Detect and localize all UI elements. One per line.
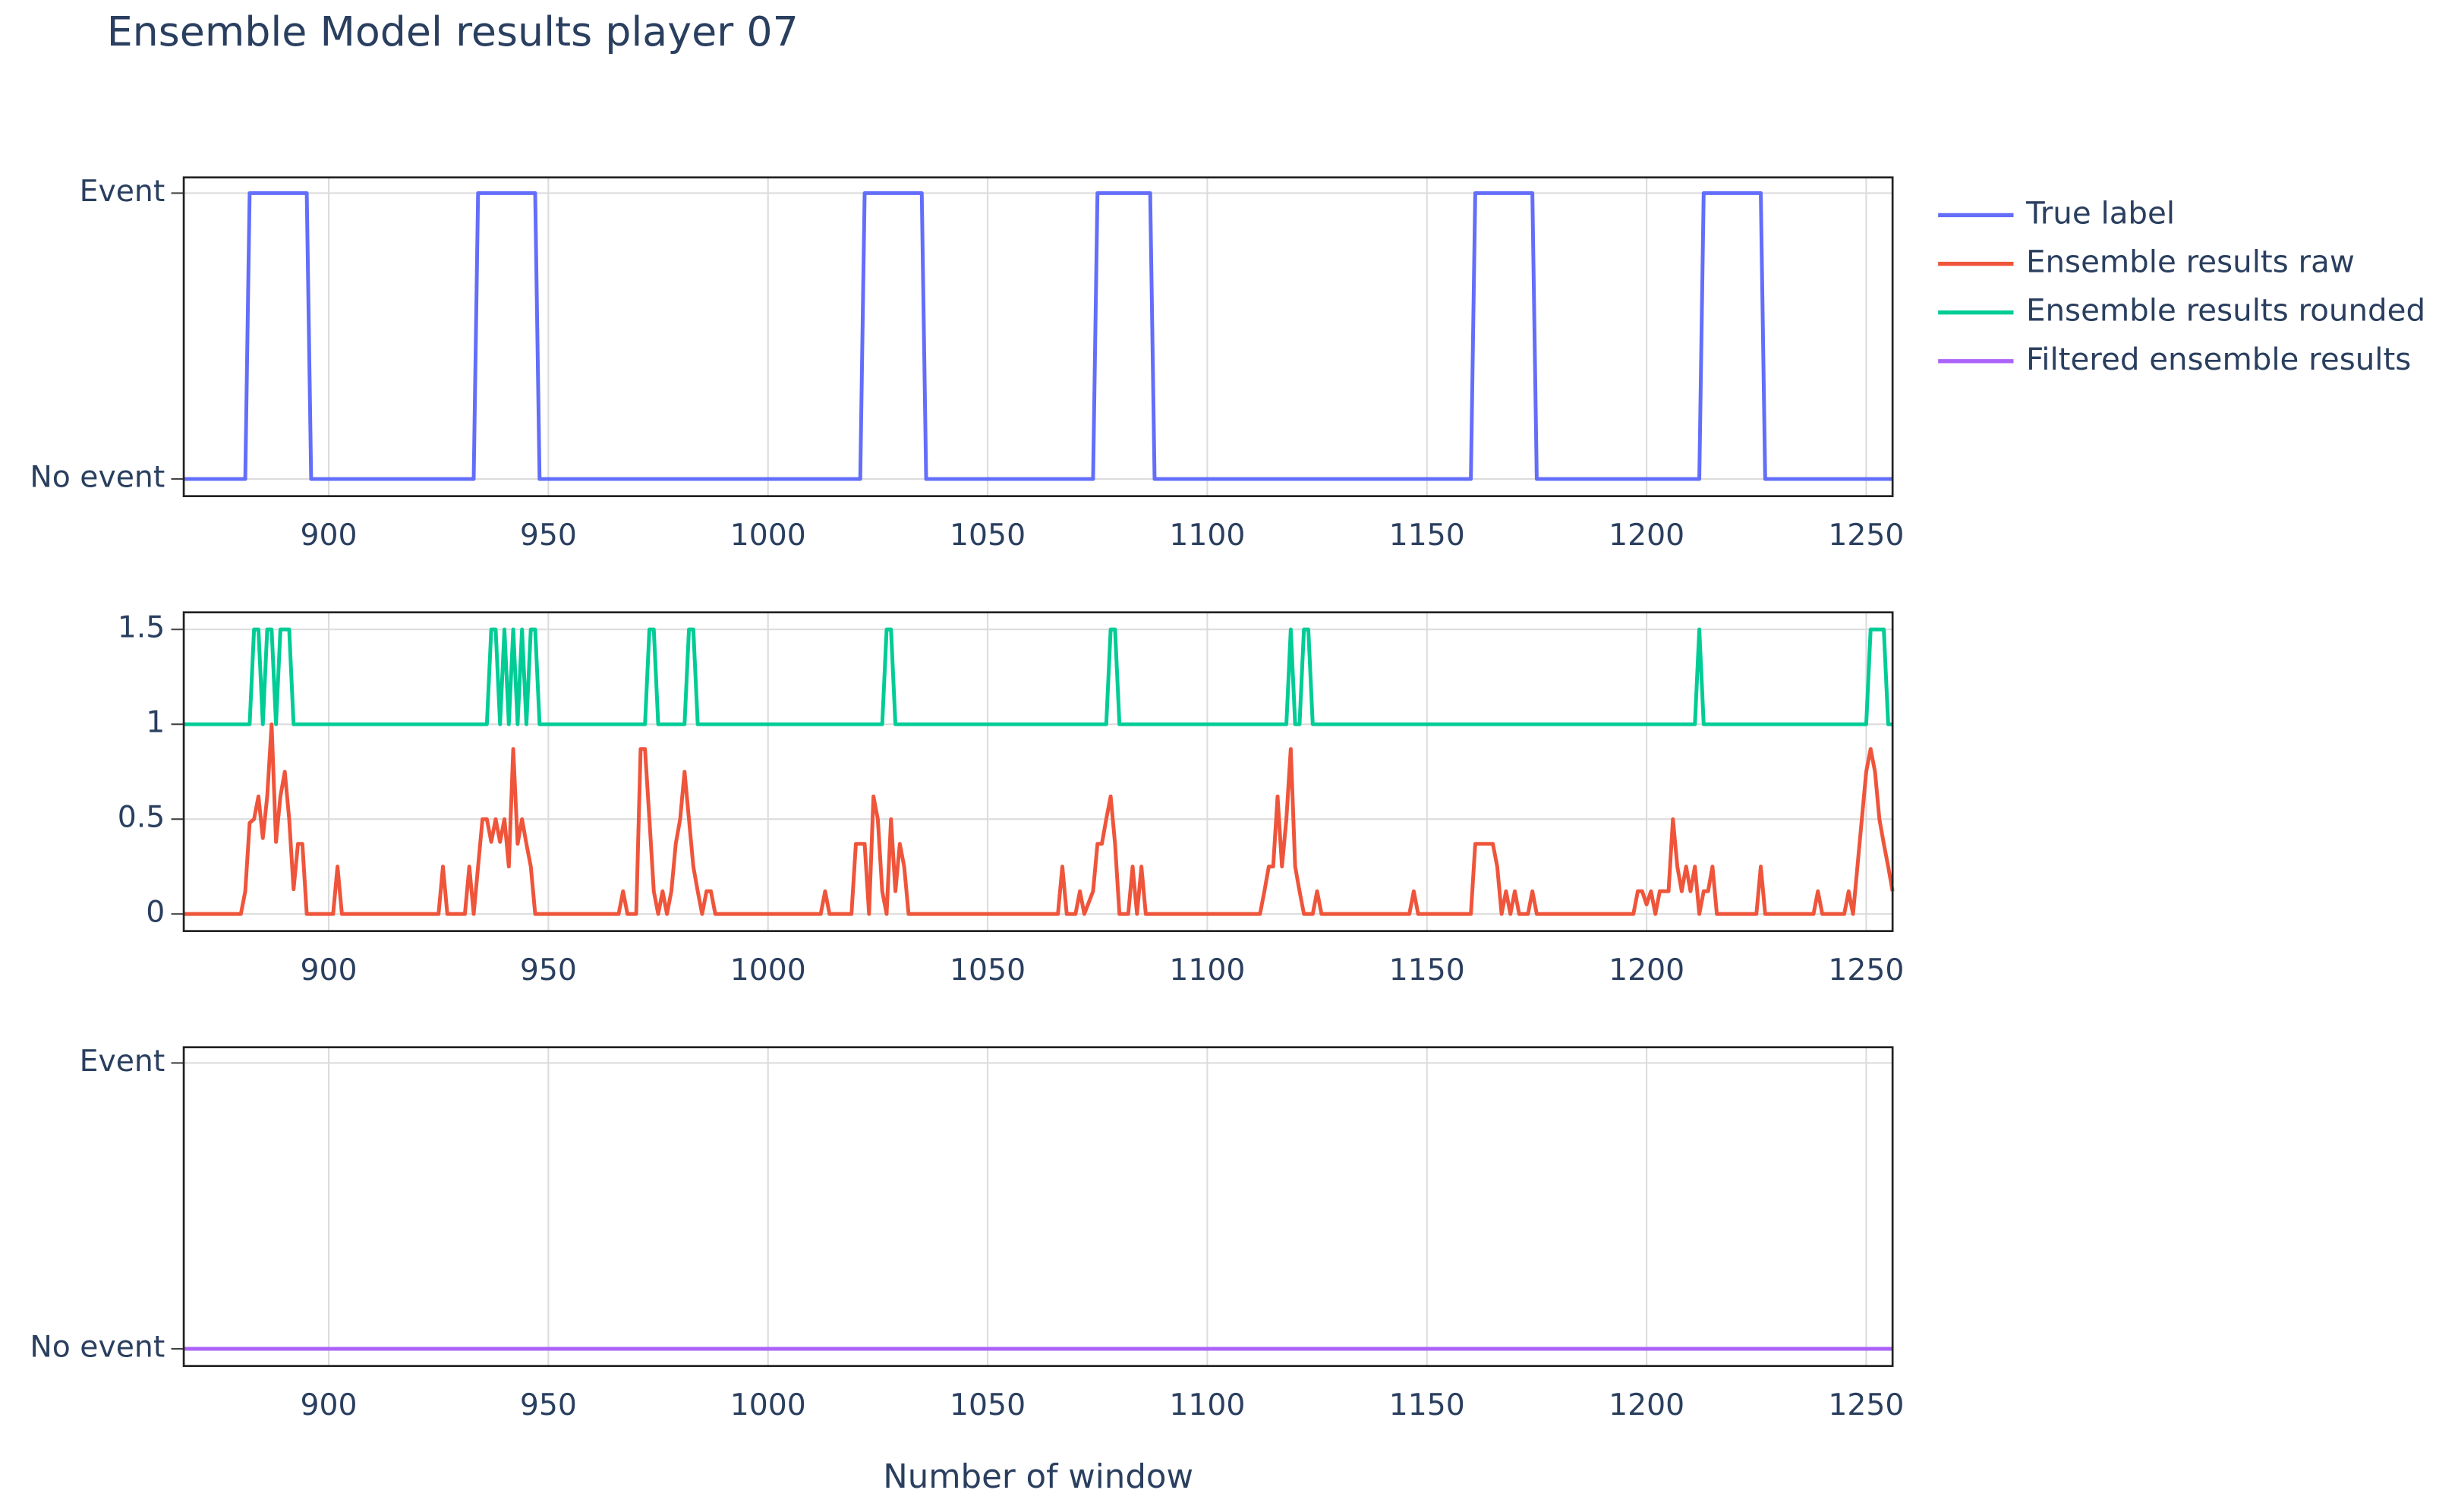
y-tick-label: 1 [146, 706, 165, 740]
x-tick-label: 900 [301, 1388, 358, 1422]
x-tick-label: 1000 [730, 518, 806, 553]
x-tick-label: 1200 [1609, 1388, 1684, 1422]
y-tick-label: 0 [146, 896, 165, 930]
x-tick-label: 1050 [950, 953, 1026, 988]
y-tick-label: 1.5 [118, 611, 165, 645]
x-tick-label: 1150 [1389, 1388, 1465, 1422]
x-tick-label: 1100 [1169, 953, 1245, 988]
x-tick-label: 950 [520, 518, 577, 553]
x-tick-label: 1150 [1389, 518, 1465, 553]
x-tick-label: 1000 [730, 1388, 806, 1422]
y-tick-label: Event [80, 175, 165, 209]
x-tick-label: 1050 [950, 1388, 1026, 1422]
x-tick-label: 1200 [1609, 518, 1684, 553]
x-tick-label: 950 [520, 1388, 577, 1422]
x-tick-label: 1000 [730, 953, 806, 988]
y-tick-label: 0.5 [118, 801, 165, 835]
plot-frame [182, 1046, 1894, 1367]
legend-label: Filtered ensemble results [2026, 342, 2411, 377]
x-axis-title: Number of window [883, 1458, 1193, 1496]
x-tick-label: 1250 [1828, 953, 1904, 988]
x-tick-label: 1250 [1828, 518, 1904, 553]
series-line [184, 627, 1893, 726]
plot-frame [182, 611, 1894, 932]
plot-frame [182, 176, 1894, 498]
x-tick-label: 1100 [1169, 1388, 1245, 1422]
legend-label: True label [2025, 195, 2175, 231]
x-tick-label: 1050 [950, 518, 1026, 553]
x-tick-label: 950 [520, 953, 577, 988]
legend-label: Ensemble results raw [2026, 244, 2355, 280]
y-tick-label: Event [80, 1044, 165, 1079]
x-tick-label: 1100 [1169, 518, 1245, 553]
series-line [184, 722, 1895, 916]
series-line [184, 191, 1893, 481]
x-tick-label: 900 [301, 518, 358, 553]
x-tick-label: 900 [301, 953, 358, 988]
y-tick-label: No event [30, 1331, 165, 1365]
legend-label: Ensemble results rounded [2026, 293, 2425, 329]
y-tick-label: No event [30, 461, 165, 495]
x-tick-label: 1150 [1389, 953, 1465, 988]
chart-title: Ensemble Model results player 07 [107, 8, 799, 55]
x-tick-label: 1250 [1828, 1388, 1904, 1422]
x-tick-label: 1200 [1609, 953, 1684, 988]
